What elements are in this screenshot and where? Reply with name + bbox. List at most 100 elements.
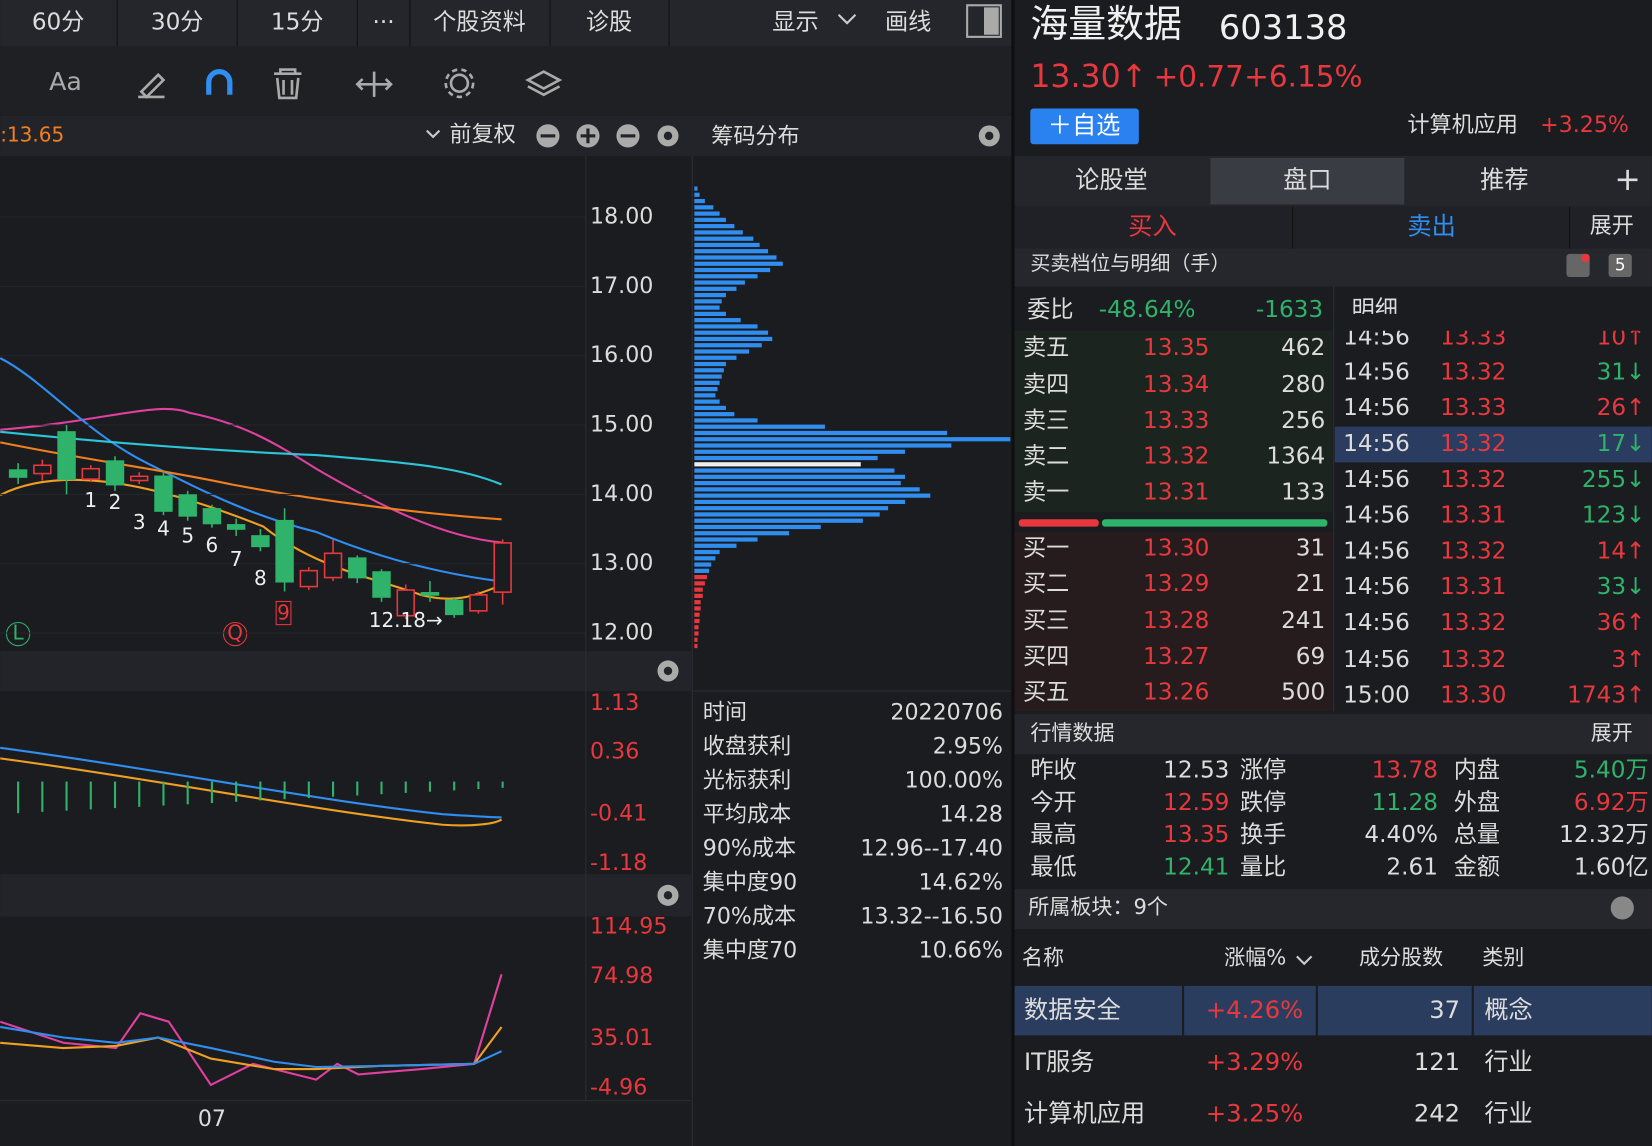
info-icon[interactable]: [1610, 896, 1634, 920]
toolbar-button[interactable]: 60分: [32, 9, 85, 36]
level-price: 13.34: [1143, 371, 1209, 398]
chip-bar: [694, 386, 718, 392]
chip-bar: [694, 593, 703, 599]
tab[interactable]: 推荐: [1480, 166, 1528, 194]
annotation: 3: [133, 510, 146, 534]
chip-bar: [694, 405, 726, 411]
tab[interactable]: 论股堂: [1075, 166, 1148, 194]
ratio-diff: -1633: [1256, 296, 1323, 323]
sector-header: 名称: [1022, 945, 1064, 970]
watch-button-bg[interactable]: [1030, 108, 1139, 145]
candle-body: [493, 542, 512, 593]
level-volume: 241: [1281, 607, 1325, 634]
chip-bar: [694, 562, 712, 567]
header-icon-glyphs: [540, 128, 636, 144]
level-volume: 1364: [1266, 443, 1325, 470]
tab[interactable]: +: [1614, 162, 1640, 198]
y-tick-label: 12.00: [590, 620, 653, 646]
level-label: 卖一: [1023, 478, 1069, 505]
chip-info-value: 14.28: [940, 802, 1003, 828]
level-label: 卖四: [1023, 371, 1069, 398]
quote-value: 12.41: [1163, 853, 1229, 880]
candle-body: [469, 594, 488, 612]
level-price: 13.31: [1143, 478, 1209, 505]
candle-body: [396, 589, 415, 617]
toolbar-button[interactable]: 诊股: [586, 9, 632, 36]
sell-tab[interactable]: 卖出: [1407, 213, 1455, 241]
quote-value: 11.28: [1372, 789, 1438, 816]
sector-name[interactable]: IT服务: [1024, 1048, 1094, 1076]
chip-bar: [694, 343, 762, 348]
adjust-select[interactable]: 前复权: [449, 121, 515, 147]
chips-title: 筹码分布: [711, 123, 799, 149]
gear-holes: [663, 131, 994, 900]
tab[interactable]: 盘口: [1283, 166, 1331, 194]
toolbar-button[interactable]: 15分: [271, 9, 324, 36]
stock-price: 13.30↑: [1030, 59, 1147, 95]
expand-button[interactable]: 展开: [1591, 720, 1633, 745]
candle-body: [33, 464, 52, 475]
chip-bar: [694, 493, 931, 498]
chip-bar: [694, 549, 720, 555]
stock-code: 603138: [1219, 8, 1348, 47]
chip-bar: [694, 393, 716, 398]
sector-name[interactable]: 计算机应用: [1024, 1099, 1145, 1127]
sort-icon[interactable]: [1296, 955, 1313, 966]
chip-bar: [694, 292, 726, 298]
chip-info-value: 14.62%: [919, 870, 1003, 896]
macd-tick-label: 1.13: [590, 690, 639, 716]
chip-bar: [694, 575, 707, 580]
layout-icon[interactable]: [966, 4, 1002, 38]
ratio-label: 委比: [1027, 296, 1073, 323]
macd-tick-label: -1.18: [590, 850, 647, 876]
sector-name[interactable]: 数据安全: [1024, 996, 1121, 1024]
candle-body: [251, 535, 270, 548]
toolbar-button[interactable]: 显示: [772, 9, 818, 36]
chip-bar: [694, 418, 758, 423]
kdj-tick-label: -4.96: [590, 1075, 647, 1101]
chip-bar: [694, 192, 700, 197]
level-label: 买一: [1023, 534, 1069, 561]
level-volume: 500: [1281, 679, 1325, 706]
sector-header[interactable]: 涨幅%: [1224, 945, 1286, 970]
toolbar-button[interactable]: ···: [373, 9, 395, 36]
chip-info-label: 集中度70: [703, 938, 797, 964]
quote-value: 2.61: [1386, 853, 1438, 880]
annotation: 9: [277, 601, 290, 625]
annotation: L: [13, 621, 25, 645]
buy-tab[interactable]: 买入: [1128, 213, 1176, 241]
sectors-header-bg: [1014, 888, 1652, 930]
chip-bar: [694, 186, 698, 191]
watch-button[interactable]: ＋自选: [1048, 111, 1121, 139]
detail-time: 14:56: [1343, 394, 1410, 421]
y-tick-label: 17.00: [590, 273, 653, 299]
detail-time: 14:56: [1343, 537, 1410, 564]
tool-icons: [138, 68, 563, 100]
marker-box: [275, 600, 292, 626]
chip-bar: [694, 336, 773, 342]
chip-bar: [694, 261, 783, 266]
candle-body: [226, 524, 246, 530]
toolbar-button[interactable]: 画线: [885, 9, 931, 36]
level-price: 13.26: [1143, 679, 1209, 706]
sector-pct: +3.25%: [1540, 112, 1629, 138]
toolbar-button[interactable]: 30分: [151, 9, 204, 36]
expand-button[interactable]: 展开: [1590, 213, 1634, 239]
chip-bar: [694, 311, 726, 316]
chip-bar: [694, 637, 698, 642]
chip-info-label: 平均成本: [703, 802, 791, 828]
chip-bar: [694, 249, 769, 254]
tool-button[interactable]: Aa: [49, 67, 82, 96]
chip-bar: [694, 399, 720, 404]
chip-bar: [694, 412, 735, 417]
toolbar-button[interactable]: 个股资料: [433, 9, 526, 36]
chip-bar: [694, 318, 741, 323]
y-tick-label: 16.00: [590, 342, 653, 368]
chip-bar: [694, 361, 726, 367]
quote-label: 内盘: [1454, 757, 1500, 784]
quote-value: 13.78: [1372, 757, 1438, 784]
candle-body: [420, 592, 440, 596]
dropdown-icon[interactable]: [837, 14, 857, 25]
trade-bg: [1014, 206, 1652, 249]
chart-header-bg: [0, 115, 1012, 156]
